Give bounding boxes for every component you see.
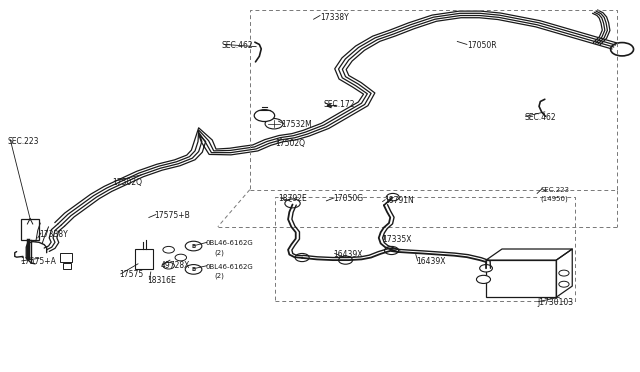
- Circle shape: [339, 256, 353, 264]
- Text: B: B: [191, 244, 196, 248]
- Text: (2): (2): [214, 272, 225, 279]
- Text: 17050G: 17050G: [333, 195, 363, 203]
- Circle shape: [559, 281, 569, 287]
- Text: (14950): (14950): [540, 196, 568, 202]
- Text: 17532M: 17532M: [282, 121, 312, 129]
- Text: J1730103: J1730103: [537, 298, 573, 307]
- Circle shape: [285, 199, 300, 208]
- Circle shape: [611, 42, 634, 56]
- Text: 17050R: 17050R: [467, 41, 497, 50]
- Text: 17338Y: 17338Y: [39, 230, 68, 239]
- Text: 16439X: 16439X: [416, 257, 445, 266]
- Bar: [60, 253, 72, 262]
- Circle shape: [265, 119, 283, 129]
- Circle shape: [476, 275, 490, 283]
- Text: 17502Q: 17502Q: [113, 178, 143, 187]
- Circle shape: [175, 254, 186, 261]
- Text: 0BL46-6162G: 0BL46-6162G: [205, 264, 253, 270]
- Bar: [486, 260, 556, 297]
- Text: 18791N: 18791N: [384, 196, 413, 205]
- Text: 0BL46-6162G: 0BL46-6162G: [205, 240, 253, 246]
- Circle shape: [385, 246, 399, 254]
- Text: 16439X: 16439X: [333, 250, 362, 259]
- Bar: [63, 263, 71, 269]
- Text: 17335X: 17335X: [383, 235, 412, 244]
- Text: SEC.172: SEC.172: [323, 100, 355, 109]
- Text: 17575+A: 17575+A: [20, 257, 56, 266]
- Text: SEC.462: SEC.462: [221, 41, 253, 50]
- Circle shape: [185, 241, 202, 251]
- Text: B: B: [191, 267, 196, 272]
- Circle shape: [185, 264, 202, 274]
- Text: 17338Y: 17338Y: [320, 13, 349, 22]
- Text: 17502Q: 17502Q: [275, 139, 305, 148]
- Text: 17575: 17575: [119, 270, 143, 279]
- Text: (2): (2): [214, 250, 225, 256]
- Text: SEC.223: SEC.223: [7, 137, 38, 146]
- Circle shape: [163, 262, 174, 269]
- Text: SEC.462: SEC.462: [524, 113, 556, 122]
- Circle shape: [479, 264, 492, 272]
- Circle shape: [163, 246, 174, 253]
- Bar: [135, 249, 153, 269]
- Text: 18316E: 18316E: [148, 276, 177, 285]
- Circle shape: [295, 253, 309, 262]
- Bar: [21, 219, 39, 240]
- Text: SEC.223: SEC.223: [540, 187, 570, 193]
- Text: 17575+B: 17575+B: [154, 211, 189, 220]
- Circle shape: [559, 270, 569, 276]
- Circle shape: [387, 193, 399, 201]
- Text: 49728X: 49728X: [161, 261, 189, 270]
- Circle shape: [254, 110, 275, 122]
- Text: 18792E: 18792E: [278, 195, 307, 203]
